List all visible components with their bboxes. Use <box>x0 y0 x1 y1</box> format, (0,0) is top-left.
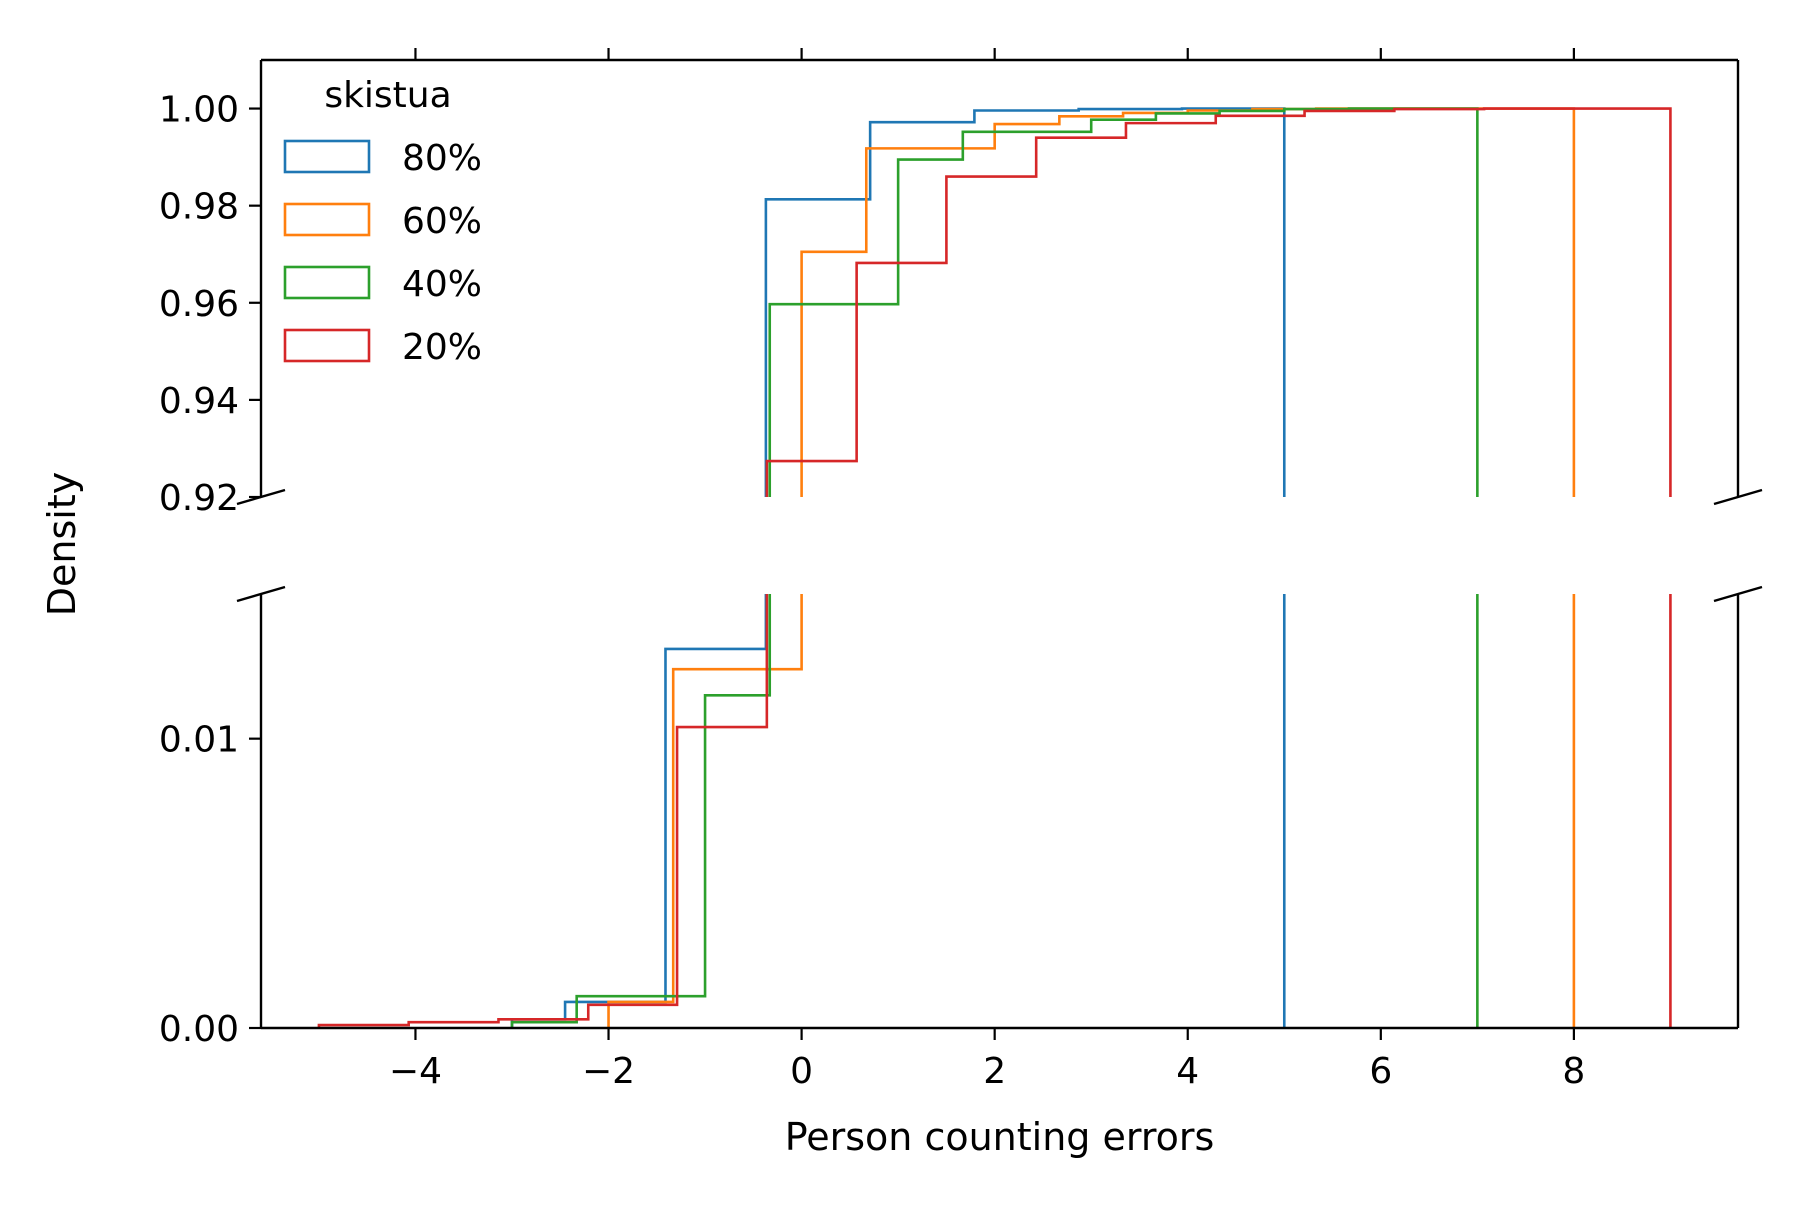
series-40pct-lower-line <box>510 594 1479 1028</box>
axes-layer: −4 −2 0 2 4 6 8 0.92 0.94 0.96 0.98 1.00 0.00 0.01 Per… <box>40 48 1763 1159</box>
x-tick-label: 8 <box>1562 1051 1585 1092</box>
legend-swatch <box>283 265 371 300</box>
legend-entry-label: 60% <box>402 201 482 242</box>
legend-swatch <box>283 202 371 237</box>
break-mark-lower-right <box>1713 585 1763 603</box>
y-axis-title: Density <box>40 472 84 616</box>
legend-entry-label: 20% <box>402 327 482 368</box>
legend-title: skistua <box>324 75 451 116</box>
upper-y-tick-label: 0.98 <box>159 187 239 228</box>
series-20pct-lower-line <box>317 594 1672 1028</box>
legend: skistua 80% 60% 40% 20% <box>283 75 482 368</box>
lower-y-tick-label: 0.00 <box>159 1009 239 1050</box>
series-layer <box>317 107 1672 1028</box>
series-20pct-upper-line <box>765 107 1672 497</box>
upper-y-tick-label: 1.00 <box>159 90 239 131</box>
x-tick-label: −4 <box>389 1051 442 1092</box>
x-axis-title: Person counting errors <box>785 1115 1215 1159</box>
upper-y-tick-label: 0.92 <box>159 478 239 519</box>
upper-y-tick-label: 0.96 <box>159 284 239 325</box>
legend-entry-label: 40% <box>402 264 482 305</box>
upper-y-tick-label: 0.94 <box>159 381 239 422</box>
series-40pct-upper-line <box>768 107 1479 497</box>
break-mark-upper-right <box>1713 488 1763 506</box>
lower-y-tick-label: 0.01 <box>159 720 239 761</box>
legend-swatch <box>283 328 371 363</box>
upper-panel-series <box>764 107 1672 497</box>
series-60pct-lower-line <box>607 594 1576 1028</box>
x-tick-label: 6 <box>1369 1051 1392 1092</box>
legend-swatch <box>283 139 371 174</box>
lower-panel-series <box>317 594 1672 1028</box>
x-tick-label: 2 <box>983 1051 1006 1092</box>
legend-entry-label: 80% <box>402 138 482 179</box>
series-80pct-upper-line <box>764 107 1286 497</box>
break-mark-lower-left <box>236 585 286 603</box>
x-tick-label: −2 <box>582 1051 635 1092</box>
series-80pct-lower-line <box>510 594 1286 1028</box>
series-60pct-upper-line <box>800 107 1576 497</box>
x-tick-label: 0 <box>790 1051 813 1092</box>
x-tick-label: 4 <box>1176 1051 1199 1092</box>
